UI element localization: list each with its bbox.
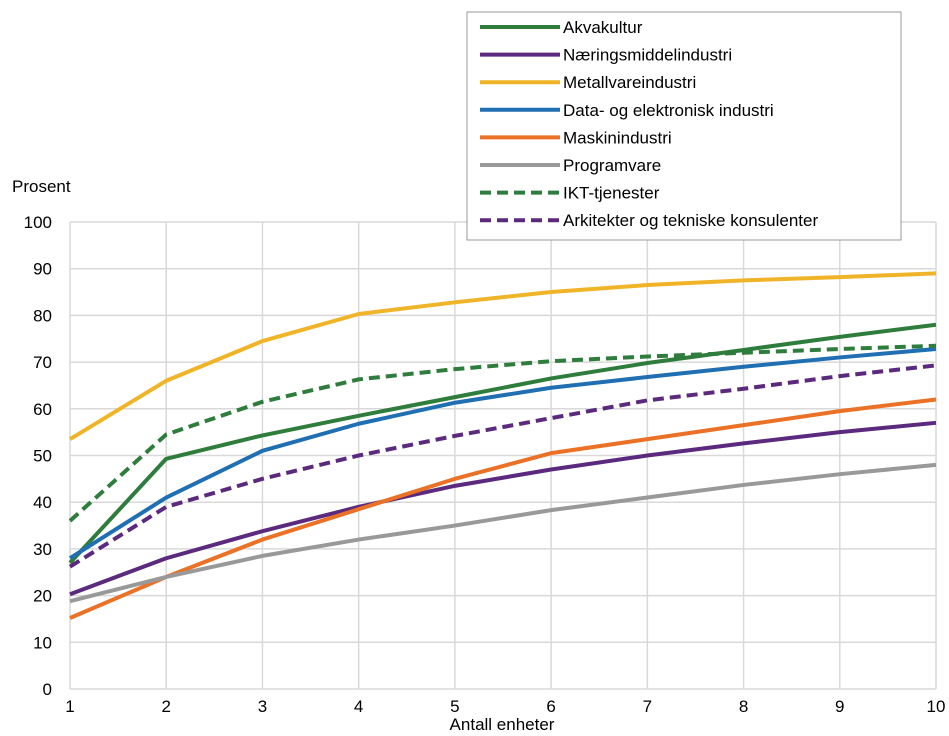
- y-tick-label: 100: [24, 213, 52, 232]
- series-line-6: [69, 462, 937, 604]
- legend: Akvakultur Næringsmiddelindustri Metallvar…: [466, 11, 902, 241]
- y-tick-label: 60: [33, 400, 52, 419]
- x-tick-label: 8: [739, 697, 748, 716]
- y-tick-label: 0: [43, 680, 52, 699]
- series-line-7: [68, 343, 937, 523]
- x-axis-label: Antall enheter: [450, 715, 555, 734]
- x-tick-label: 5: [450, 697, 459, 716]
- y-tick-label: 40: [33, 493, 52, 512]
- y-tick-label: 90: [33, 260, 52, 279]
- series-line-1: [68, 322, 937, 565]
- x-tick-label: 1: [65, 697, 74, 716]
- x-tick-label: 2: [161, 697, 170, 716]
- y-axis-label: Prosent: [12, 177, 71, 196]
- y-tick-label: 30: [33, 540, 52, 559]
- series-line-2: [69, 420, 937, 597]
- legend-label-6: Programvare: [563, 156, 661, 175]
- legend-label-7: IKT-tjenester: [563, 184, 660, 203]
- x-tick-label: 6: [546, 697, 555, 716]
- x-tick-label: 4: [354, 697, 363, 716]
- series-lines: [68, 271, 937, 620]
- y-tick-label: 10: [33, 633, 52, 652]
- y-tick-label: 70: [33, 353, 52, 372]
- series-line-5: [69, 397, 937, 620]
- grid: [69, 221, 937, 690]
- legend-label-4: Data- og elektronisk industri: [563, 101, 774, 120]
- y-tick-label: 20: [33, 587, 52, 606]
- legend-label-8: Arkitekter og tekniske konsulenter: [563, 211, 818, 230]
- legend-label-3: Metallvareindustri: [563, 73, 696, 92]
- x-tick-label: 10: [927, 697, 946, 716]
- series-line-3: [68, 271, 937, 441]
- x-tick-label: 3: [258, 697, 267, 716]
- legend-label-1: Akvakultur: [563, 18, 643, 37]
- y-tick-label: 80: [33, 306, 52, 325]
- legend-box: [466, 11, 902, 241]
- x-tick-label: 9: [835, 697, 844, 716]
- x-tick-label: 7: [643, 697, 652, 716]
- y-tick-labels: 0 10 20 30 40 50 60 70 80 90 100: [24, 213, 52, 699]
- legend-label-2: Næringsmiddelindustri: [563, 46, 732, 65]
- y-tick-label: 50: [33, 447, 52, 466]
- series-line-8: [68, 363, 937, 569]
- series-line-4: [68, 347, 937, 560]
- x-tick-labels: 1 2 3 4 5 6 7 8 9 10: [65, 697, 945, 716]
- legend-label-5: Maskinindustri: [563, 128, 672, 147]
